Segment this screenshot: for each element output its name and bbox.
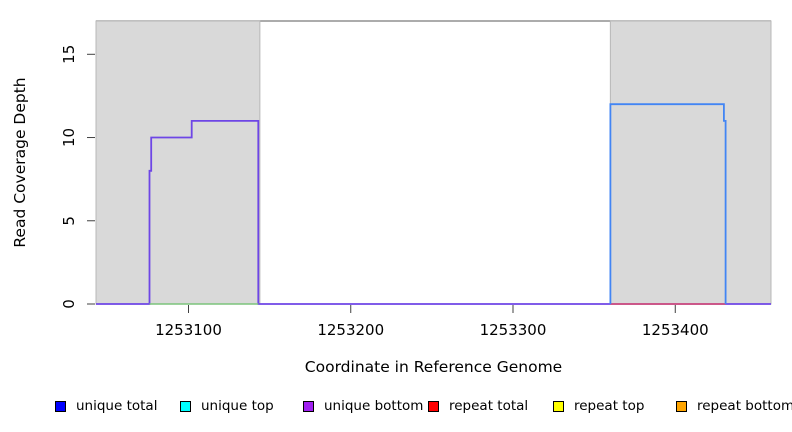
x-tick-label: 1253400 xyxy=(642,321,709,339)
legend-label: unique bottom xyxy=(324,398,424,414)
plot-legend: unique total unique top unique bottom re… xyxy=(0,395,792,419)
y-tick-label: 10 xyxy=(60,128,78,147)
legend-label: repeat bottom xyxy=(697,398,792,414)
legend-item-unique-top: unique top xyxy=(180,395,274,417)
unique-top-swatch-icon xyxy=(180,400,191,412)
legend-label: unique total xyxy=(76,398,158,414)
legend-label: repeat top xyxy=(574,398,645,414)
legend-item-unique-bottom: unique bottom xyxy=(303,395,423,417)
series-unique-bottom-total-left-block xyxy=(96,120,771,305)
x-tick-label: 1253300 xyxy=(480,321,547,339)
repeat-bottom-swatch-icon xyxy=(676,400,687,412)
legend-item-unique-total: unique total xyxy=(55,395,157,417)
y-tick-label: 5 xyxy=(60,216,78,226)
repeat-top-swatch-icon xyxy=(553,400,564,412)
x-axis-title: Coordinate in Reference Genome xyxy=(305,358,562,376)
legend-label: repeat total xyxy=(449,398,529,414)
unique-total-swatch-icon xyxy=(55,400,66,412)
x-tick-label: 1253100 xyxy=(155,321,222,339)
left-flank-region xyxy=(95,20,261,305)
x-tick-label: 1253200 xyxy=(317,321,384,339)
y-tick-label: 15 xyxy=(60,45,78,64)
y-tick-label: 0 xyxy=(60,299,78,309)
unique-bottom-swatch-icon xyxy=(303,400,314,412)
right-flank-region xyxy=(609,20,772,305)
legend-item-repeat-bottom: repeat bottom xyxy=(676,395,792,417)
y-axis-title: Read Coverage Depth xyxy=(11,77,29,247)
legend-item-repeat-total: repeat total xyxy=(428,395,528,417)
series-unique-total-right-block xyxy=(609,103,727,304)
repeat-total-swatch-icon xyxy=(428,400,439,412)
legend-label: unique top xyxy=(201,398,274,414)
legend-item-repeat-top: repeat top xyxy=(553,395,644,417)
